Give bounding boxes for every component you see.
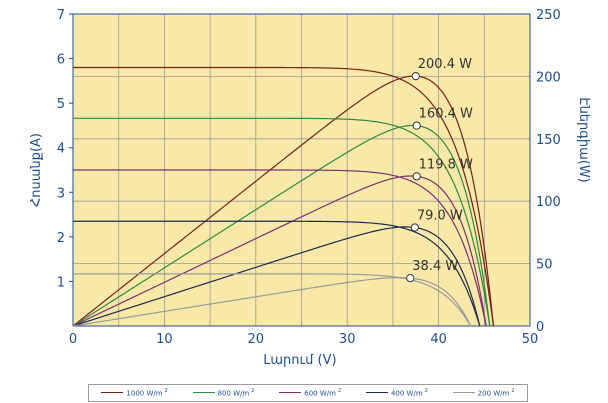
iv-curve [73,273,472,327]
legend-item: 200 W/m 2 [452,388,515,398]
iv-curve [73,66,495,327]
mpp-marker [411,71,420,81]
legend-swatch [279,392,302,394]
x-tick-label: 40 [430,332,447,347]
legend-item: 400 W/m 2 [365,388,428,398]
mpp-marker [412,172,421,181]
y-right-tick-label: 100 [536,195,561,210]
x-tick-label: 50 [522,332,539,347]
legend-swatch [452,392,475,394]
y-left-tick-label: 5 [57,97,65,112]
y-right-tick-label: 50 [536,258,553,273]
y-axis-right-title: Էներգիա(W) [576,97,591,183]
pv-curve [72,75,495,327]
mpp-marker [412,121,421,130]
legend-label: 800 W/m 2 [217,388,255,398]
y-left-tick-label: 1 [57,275,65,290]
mpp-marker [406,274,415,283]
y-left-tick-label: 7 [57,8,65,23]
legend-label: 200 W/m 2 [477,388,515,398]
mpp-markers: 200.4 W 160.4 W 119.8 W 79.0 W 38.4 W [406,57,473,283]
legend-unit-superscript: 2 [511,388,515,395]
x-axis-title: Լարում (V) [263,353,336,368]
y-right-tick-label: 150 [536,133,561,148]
y-left-tick-label: 6 [57,53,65,68]
y-left-tick-label: 3 [57,186,65,201]
y-right-tick-label: 0 [536,320,544,335]
legend-label: 600 W/m 2 [304,388,342,398]
mpp-label: 38.4 W [412,259,458,274]
legend-item: 600 W/m 2 [279,388,342,398]
legend-item: 1000 W/m 2 [101,388,168,398]
y-axis-left-title: Հոսանք(A) [29,133,44,207]
mpp-marker [410,223,419,232]
legend-label: 400 W/m 2 [390,388,428,398]
legend-label: 1000 W/m 2 [126,388,168,398]
legend-unit-superscript: 2 [424,388,428,395]
mpp-label: 119.8 W [419,157,473,172]
x-tick-label: 0 [69,332,77,347]
legend-unit-superscript: 2 [164,388,168,395]
mpp-label: 160.4 W [419,107,473,122]
mpp-label: 79.0 W [417,209,463,224]
x-tick-label: 10 [156,332,173,347]
y-right-tick-label: 200 [536,70,561,85]
y-left-tick-label: 2 [57,231,65,246]
pv-curve [72,277,472,327]
y-right-tick-label: 250 [536,8,561,23]
legend-unit-superscript: 2 [337,388,342,395]
mpp-label: 200.4 W [418,57,472,72]
iv-curve [73,169,487,327]
legend-item: 800 W/m 2 [192,388,255,398]
legend-swatch [101,392,124,394]
y-left-tick-label: 4 [57,142,65,157]
legend: 1000 W/m 2 800 W/m 2 600 W/m 2 400 W/m 2 200 W/m… [88,384,528,402]
legend-swatch [365,392,388,394]
legend-swatch [192,392,215,394]
legend-unit-superscript: 2 [251,388,255,395]
x-tick-label: 20 [248,332,265,347]
x-tick-label: 30 [339,332,356,347]
iv-curve [73,117,491,327]
iv-curve [73,220,481,327]
